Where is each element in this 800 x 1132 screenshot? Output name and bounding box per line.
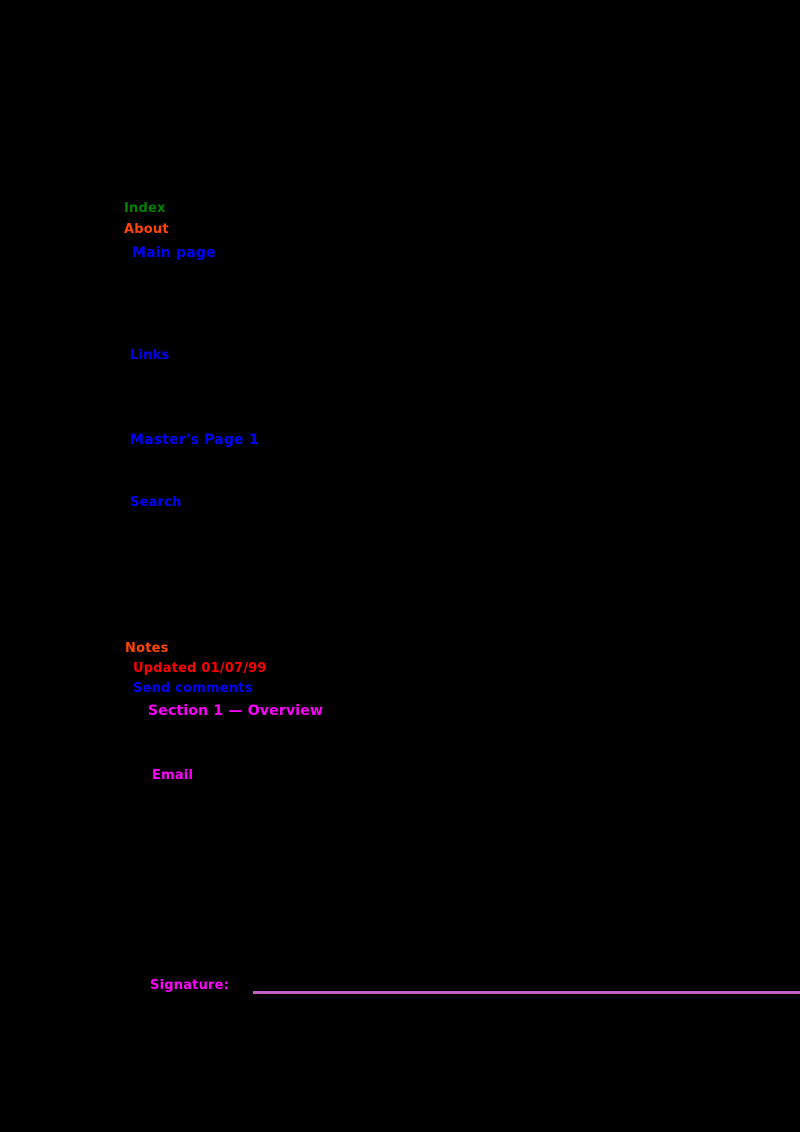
link-masters-page[interactable]: Master's Page 1 [130, 432, 259, 448]
updated-text: Updated 01/07/99 [133, 661, 267, 676]
orange-subheading: Notes [125, 641, 169, 656]
visited-link-email[interactable]: Email [152, 768, 194, 783]
link-main-page[interactable]: Main page [132, 245, 216, 261]
link-send-comments[interactable]: Send comments [133, 681, 253, 696]
link-links[interactable]: Links [130, 348, 170, 363]
visited-link-signature[interactable]: Signature: [150, 978, 230, 993]
link-search[interactable]: Search [130, 495, 182, 510]
horizontal-rule [253, 991, 800, 994]
orange-heading: About [124, 222, 169, 237]
green-heading: Index [124, 201, 166, 216]
visited-link-section[interactable]: Section 1 — Overview [148, 703, 324, 719]
